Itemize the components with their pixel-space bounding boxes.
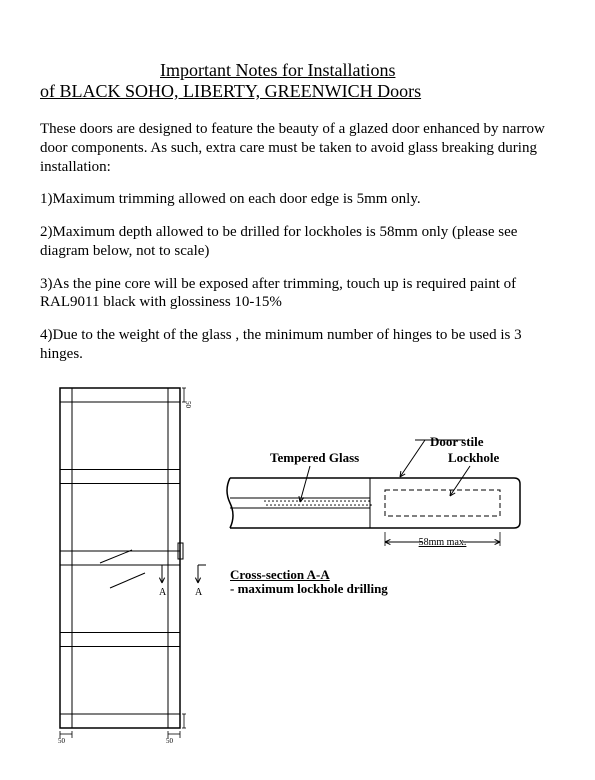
cross-section-caption: Cross-section A-A - maximum lockhole dri…: [230, 568, 388, 598]
note-2: 2)Maximum depth allowed to be drilled fo…: [40, 223, 555, 261]
svg-text:50: 50: [166, 737, 174, 745]
svg-text:50: 50: [184, 401, 192, 409]
label-door-stile: Door stile: [430, 434, 484, 450]
title-line-1: Important Notes for Installations: [40, 60, 555, 81]
note-1: 1)Maximum trimming allowed on each door …: [40, 190, 555, 209]
svg-text:58mm max.: 58mm max.: [419, 537, 467, 548]
svg-text:A: A: [195, 587, 203, 598]
title-line-2: of BLACK SOHO, LIBERTY, GREENWICH Doors: [40, 81, 555, 102]
svg-text:A: A: [159, 587, 167, 598]
intro-paragraph: These doors are designed to feature the …: [40, 120, 555, 176]
label-lockhole: Lockhole: [448, 450, 499, 466]
cs-caption-line1: Cross-section A-A: [230, 567, 330, 582]
svg-text:50: 50: [58, 737, 66, 745]
label-tempered-glass: Tempered Glass: [270, 450, 359, 466]
note-4: 4)Due to the weight of the glass , the m…: [40, 326, 555, 364]
title-block: Important Notes for Installations of BLA…: [40, 60, 555, 102]
note-3: 3)As the pine core will be exposed after…: [40, 275, 555, 313]
cs-caption-line2: - maximum lockhole drilling: [230, 581, 388, 596]
diagram-area: 50 50 50 A A 58mm max. Tempered Glass Door st…: [40, 378, 555, 758]
